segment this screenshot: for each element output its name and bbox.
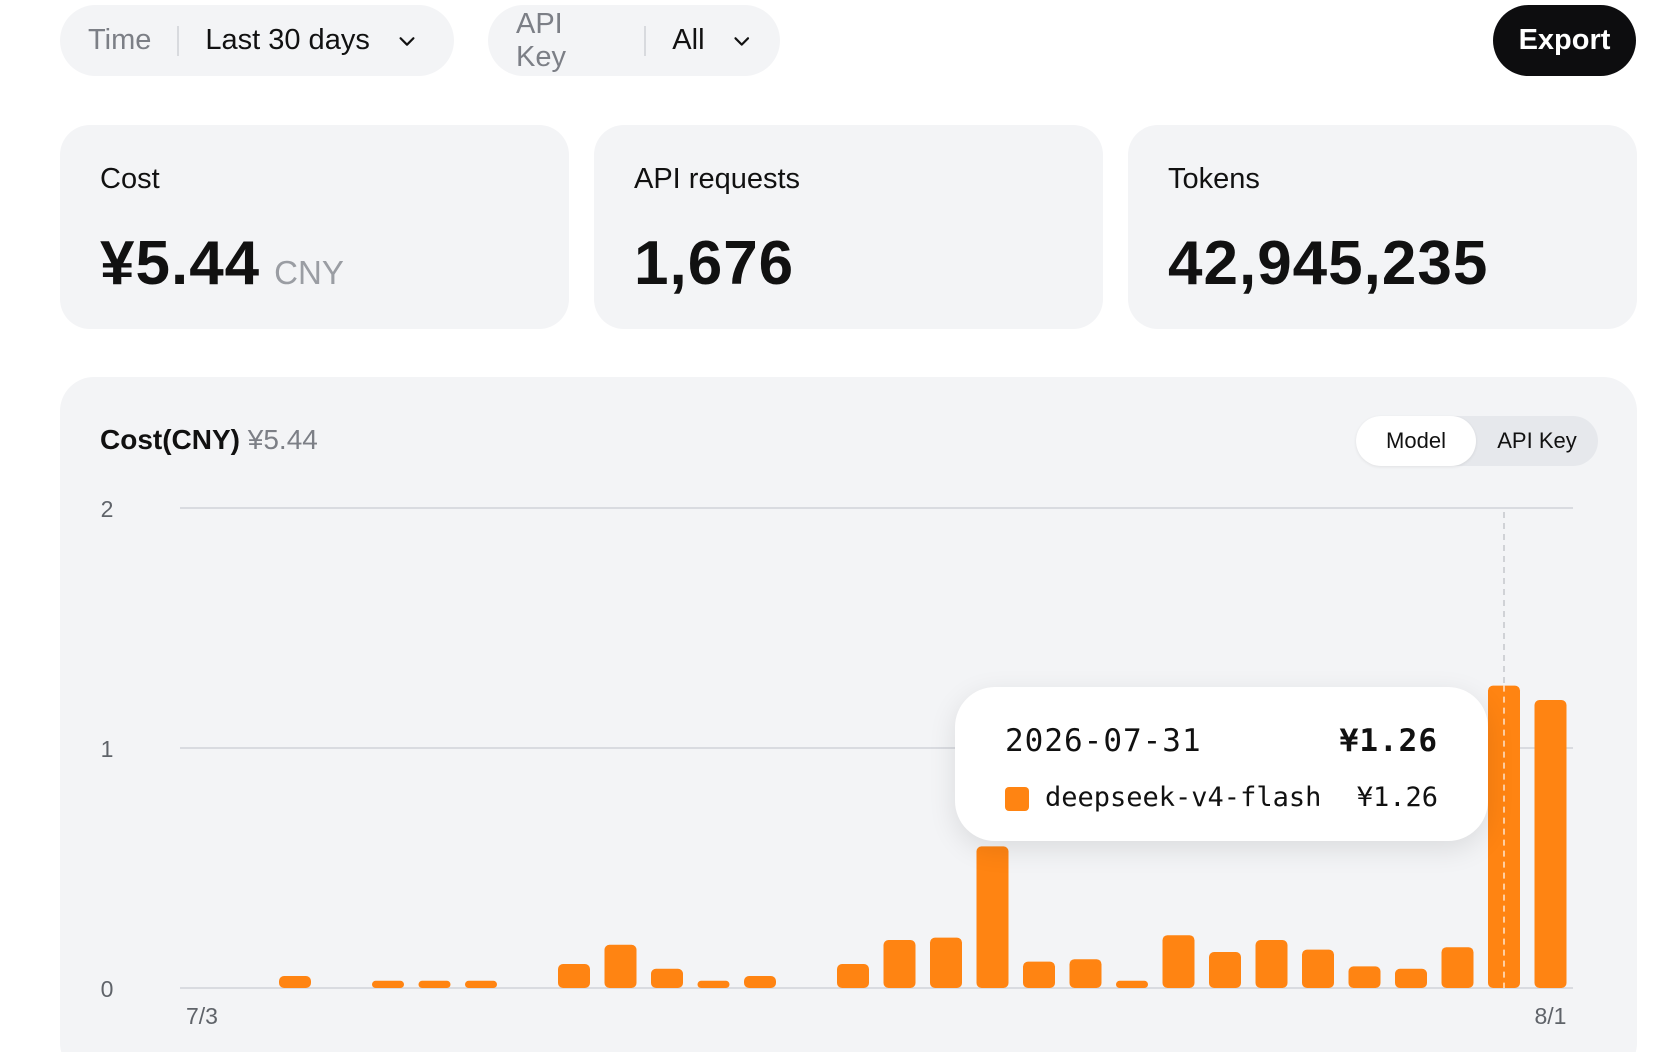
toggle-api-key[interactable]: API Key — [1497, 428, 1577, 453]
group-by-toggle: Model API Key — [1356, 416, 1598, 466]
cost-unit: CNY — [274, 254, 344, 291]
y-tick-label: 2 — [101, 496, 114, 522]
filter-divider — [644, 25, 647, 56]
tooltip-series-name: deepseek-v4-flash — [1045, 782, 1322, 813]
time-filter-value: Last 30 days — [205, 24, 370, 56]
cost-chart-panel: Cost(CNY) ¥5.44 Model API Key — [60, 377, 1637, 1052]
bar — [1302, 949, 1334, 988]
tooltip-total: ¥1.26 — [1339, 723, 1438, 759]
bar — [837, 964, 869, 988]
time-filter[interactable]: Time Last 30 days — [60, 5, 454, 76]
bar — [1116, 980, 1148, 988]
bar — [744, 976, 776, 988]
bar — [651, 968, 683, 988]
cost-card: Cost ¥5.44 CNY — [60, 125, 569, 329]
x-tick-label: 8/1 — [1535, 1003, 1567, 1029]
chevron-down-icon — [733, 36, 749, 46]
bar — [697, 980, 730, 988]
chevron-down-icon — [399, 36, 415, 46]
bar — [1023, 961, 1055, 988]
bar — [976, 846, 1009, 988]
export-button[interactable]: Export — [1493, 5, 1636, 76]
bar — [883, 940, 916, 988]
cost-card-value-row: ¥5.44 CNY — [100, 228, 529, 299]
cost-card-title: Cost — [100, 163, 160, 195]
tokens-card-title: Tokens — [1168, 163, 1260, 195]
bar — [1488, 685, 1520, 988]
chart-title: Cost(CNY) ¥5.44 — [100, 424, 318, 456]
tooltip-series: deepseek-v4-flash — [1005, 782, 1321, 813]
x-tick-label: 7/3 — [186, 1003, 218, 1029]
tooltip-series-row: deepseek-v4-flash ¥1.26 — [1005, 782, 1438, 813]
y-tick-label: 0 — [101, 976, 114, 1002]
tokens-card: Tokens 42,945,235 — [1128, 125, 1637, 329]
api-key-filter[interactable]: API Key All — [488, 5, 780, 76]
y-tick-label: 1 — [101, 736, 114, 762]
series-swatch — [1005, 786, 1029, 811]
api-requests-card-title: API requests — [634, 163, 801, 195]
bar — [465, 980, 497, 988]
tooltip-header: 2026-07-31 ¥1.26 — [1005, 723, 1438, 759]
cost-value: ¥5.44 — [100, 229, 261, 298]
tooltip-date: 2026-07-31 — [1005, 723, 1202, 759]
bar — [930, 937, 962, 988]
chart-title-label: Cost(CNY) — [100, 424, 240, 455]
bar — [1069, 959, 1102, 988]
filter-divider — [177, 25, 180, 56]
api-requests-value: 1,676 — [634, 229, 795, 298]
bar — [279, 976, 311, 988]
bar — [1162, 935, 1195, 988]
bar — [558, 964, 590, 988]
bar — [372, 980, 404, 988]
chart-total: ¥5.44 — [247, 424, 318, 455]
bar — [1395, 968, 1427, 988]
tooltip-series-value: ¥1.26 — [1356, 782, 1438, 813]
bar — [1348, 966, 1381, 988]
bar — [1441, 947, 1474, 988]
bar — [604, 944, 637, 988]
api-key-filter-label: API Key — [516, 7, 566, 73]
toggle-model[interactable]: Model — [1356, 416, 1476, 466]
api-requests-card: API requests 1,676 — [594, 125, 1103, 329]
bar — [1255, 940, 1288, 988]
bar — [418, 980, 451, 988]
tokens-value: 42,945,235 — [1168, 229, 1489, 298]
bar — [1209, 952, 1241, 988]
chart-tooltip: 2026-07-31 ¥1.26 deepseek-v4-flash ¥1.26 — [955, 687, 1488, 841]
time-filter-label: Time — [88, 24, 152, 56]
bar — [1534, 700, 1567, 988]
api-key-filter-value: All — [672, 24, 705, 56]
